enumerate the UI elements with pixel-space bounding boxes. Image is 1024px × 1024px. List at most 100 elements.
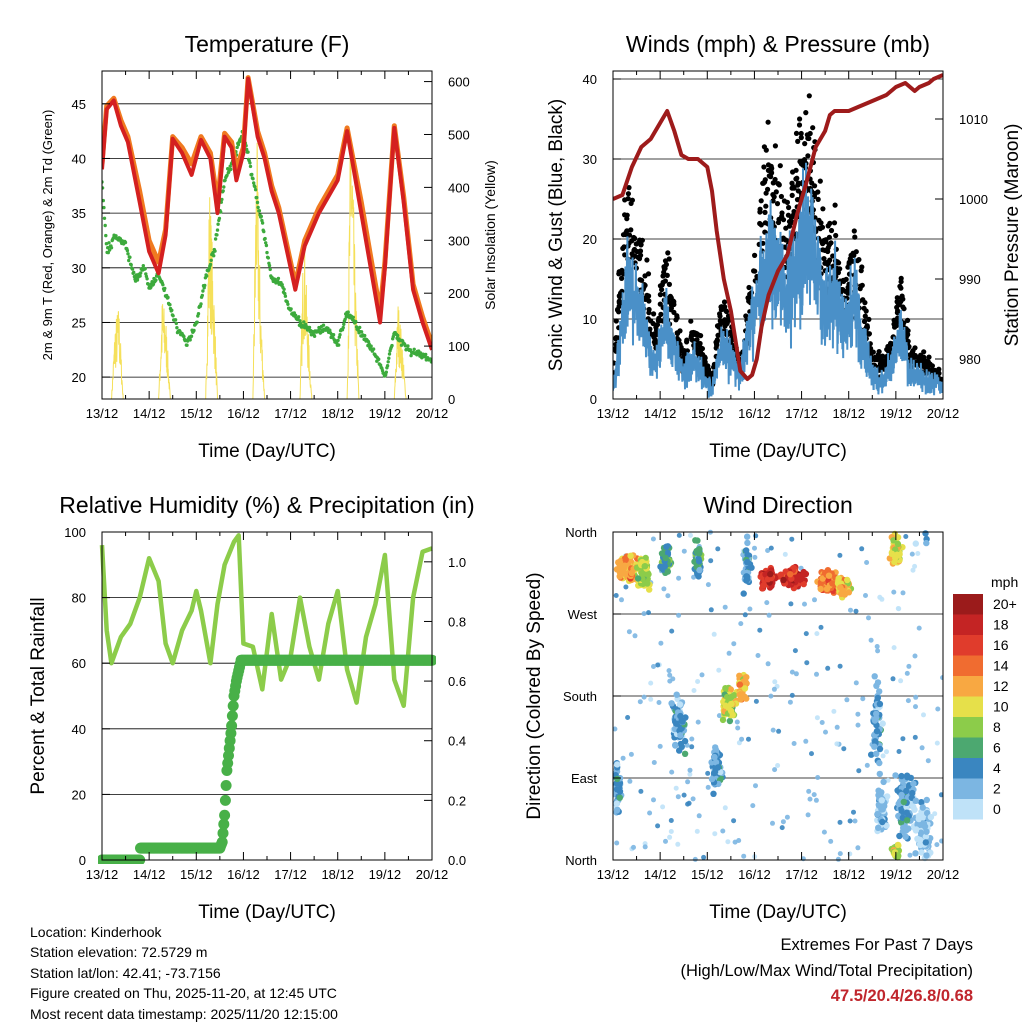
direction-point	[837, 584, 844, 591]
gust-point	[666, 256, 672, 262]
direction-point	[851, 809, 856, 815]
direction-point	[898, 678, 904, 684]
y-right-tick-label: 1000	[959, 192, 988, 207]
y-right-tick-label: 200	[448, 286, 470, 301]
direction-point	[728, 700, 735, 708]
dewpoint-point	[289, 307, 293, 311]
gust-point	[913, 354, 919, 360]
gust-point	[761, 164, 767, 170]
direction-point	[909, 789, 916, 797]
direction-point	[738, 621, 744, 627]
x-tick-label: 19/12	[369, 406, 402, 421]
direction-point	[727, 686, 734, 693]
extremes-subtitle: (High/Low/Max Wind/Total Precipitation)	[680, 961, 973, 980]
direction-point	[915, 815, 923, 823]
x-tick-label: 13/12	[597, 867, 630, 882]
precip-point	[227, 700, 239, 712]
direction-point	[885, 777, 891, 783]
dewpoint-point	[390, 343, 394, 348]
direction-point	[904, 670, 910, 676]
gust-point	[667, 293, 674, 299]
gust-point	[628, 227, 634, 233]
direction-point	[715, 546, 721, 552]
winds-ylabel-right: Station Pressure (Maroon)	[1002, 124, 1023, 347]
dewpoint-point	[182, 334, 186, 339]
direction-point	[743, 674, 750, 681]
gust-point	[616, 309, 622, 315]
gust-point	[926, 354, 932, 360]
y-right-tick-label: 1.0	[448, 555, 466, 570]
dewpoint-point	[188, 338, 192, 342]
direction-point	[866, 615, 871, 621]
direction-point	[905, 698, 911, 704]
x-tick-label: 14/12	[644, 406, 677, 421]
direction-point	[895, 800, 902, 807]
gust-point	[821, 256, 827, 262]
gust-point	[807, 130, 813, 137]
dewpoint-point	[341, 325, 345, 330]
direction-point	[613, 786, 621, 793]
dewpoint-point	[273, 277, 277, 282]
colorbar-swatch	[953, 655, 983, 676]
direction-point	[863, 593, 868, 598]
gust-point	[833, 232, 839, 239]
direction-point	[760, 582, 767, 589]
direction-point	[789, 536, 795, 542]
direction-point	[791, 741, 797, 746]
direction-point	[891, 589, 897, 595]
dewpoint-point	[358, 325, 362, 330]
direction-point	[744, 539, 751, 547]
y-tick-label: 20	[583, 232, 597, 247]
direction-point	[890, 676, 896, 682]
panel-temperature: 13/12 14/12 15/12 16/12 17/12 18/12 19/12 20/12…	[40, 31, 498, 462]
gust-point	[779, 210, 785, 216]
direction-point	[711, 631, 717, 637]
dewpoint-point	[267, 263, 272, 268]
direction-point	[705, 784, 711, 790]
dewpoint-point	[377, 357, 381, 361]
direction-point	[875, 787, 882, 794]
direction-point	[804, 660, 810, 666]
direction-point	[708, 558, 714, 564]
gust-point	[797, 116, 803, 122]
gust-point	[723, 308, 730, 315]
direction-point	[876, 700, 884, 708]
direction-point	[919, 821, 927, 829]
gust-point	[721, 299, 728, 305]
direction-point	[673, 720, 680, 727]
gust-point	[789, 180, 795, 186]
gust-point	[757, 206, 763, 212]
gust-point	[851, 228, 857, 234]
colorbar-swatch	[953, 758, 983, 779]
direction-point	[725, 839, 731, 845]
direction-point	[883, 822, 890, 829]
direction-point	[765, 548, 771, 553]
direction-point	[902, 833, 909, 840]
gust-point	[677, 328, 683, 334]
gust-point	[637, 237, 643, 243]
direction-point	[771, 686, 777, 692]
gust-point	[651, 311, 657, 317]
gust-point	[668, 305, 675, 311]
dewpoint-point	[331, 333, 336, 337]
gust-point	[746, 284, 752, 291]
dewpoint-point	[412, 347, 416, 351]
dewpoint-point	[102, 205, 106, 210]
gust-point	[616, 293, 622, 299]
direction-point	[922, 839, 929, 846]
gust-point	[631, 246, 638, 253]
y-tick-label: 40	[72, 722, 86, 737]
direction-point	[879, 818, 886, 826]
direction-point	[613, 593, 619, 598]
gust-point	[768, 168, 774, 174]
dewpoint-point	[246, 150, 250, 154]
direction-point	[811, 792, 817, 798]
direction-point	[670, 676, 676, 682]
direction-point	[841, 746, 847, 752]
direction-point	[879, 720, 886, 727]
dewpoint-point	[205, 274, 209, 278]
y-right-tick-label: 500	[448, 127, 470, 142]
direction-point	[927, 813, 935, 821]
gust-point	[695, 349, 701, 355]
direction-point	[708, 775, 716, 783]
